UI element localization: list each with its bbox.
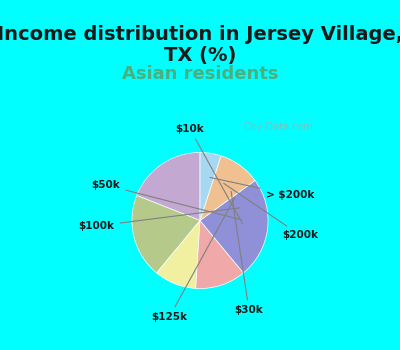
Wedge shape xyxy=(137,153,200,220)
Text: $200k: $200k xyxy=(224,183,319,240)
Text: > $200k: > $200k xyxy=(210,177,314,199)
Text: $30k: $30k xyxy=(231,191,263,315)
Text: City-Data.com: City-Data.com xyxy=(244,122,313,132)
Wedge shape xyxy=(157,220,200,288)
Text: $50k: $50k xyxy=(92,180,242,220)
Text: $125k: $125k xyxy=(151,197,235,322)
Wedge shape xyxy=(200,181,268,273)
Text: Asian residents: Asian residents xyxy=(122,65,278,83)
Text: $10k: $10k xyxy=(176,124,242,224)
Wedge shape xyxy=(132,195,200,273)
Wedge shape xyxy=(196,220,243,288)
Wedge shape xyxy=(200,156,255,220)
Text: $100k: $100k xyxy=(78,208,240,231)
Wedge shape xyxy=(200,153,221,220)
Text: Income distribution in Jersey Village,
TX (%): Income distribution in Jersey Village, T… xyxy=(0,25,400,65)
